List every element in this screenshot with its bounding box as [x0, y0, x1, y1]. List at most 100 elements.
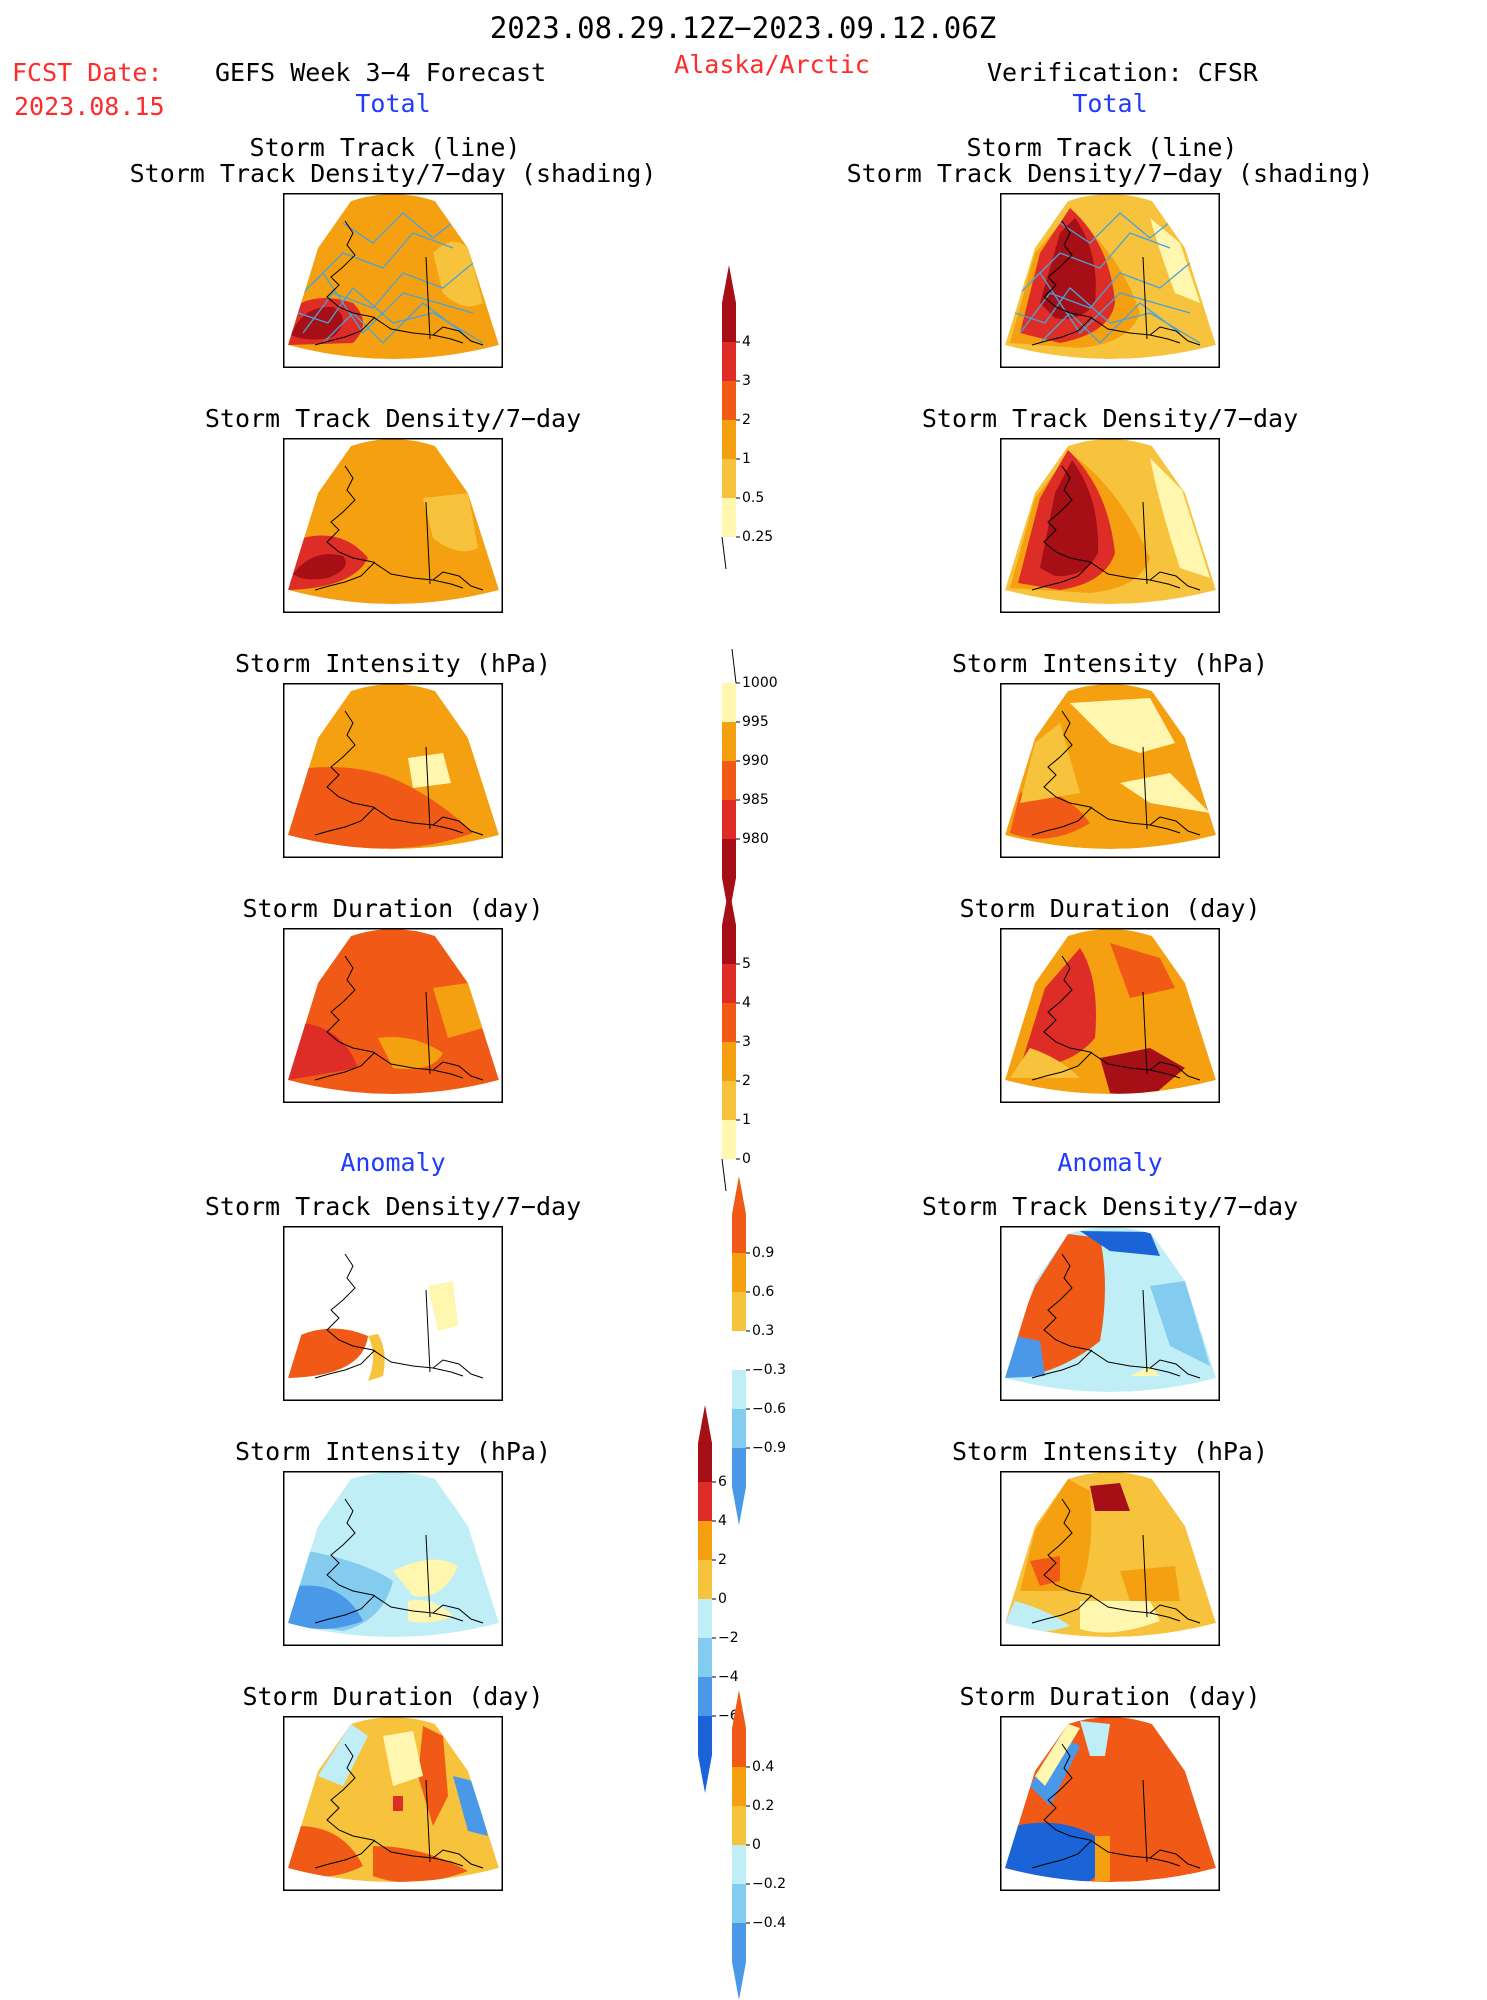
colorbar-segment-2	[722, 761, 736, 800]
colorbar-tick-label: 0.6	[752, 1284, 774, 1300]
forecast-title: GEFS Week 3−4 Forecast	[215, 58, 547, 87]
storm-track-line-2	[312, 232, 454, 284]
colorbar-tick-label: 1	[742, 451, 751, 467]
coastline	[1043, 1743, 1201, 1869]
shading-region-1	[423, 493, 478, 552]
shading-region-2	[433, 983, 483, 1038]
map-frame	[1000, 1716, 1220, 1891]
colorbar-duration-svg: 5 4 3 2 1 0	[721, 887, 751, 1192]
canada-border	[1142, 501, 1148, 585]
canada-border	[425, 1779, 431, 1863]
map-frame	[1000, 1226, 1220, 1401]
colorbar-tick-label: −4	[718, 1669, 739, 1685]
map-panel-left-duration-svg	[283, 928, 503, 1103]
map-panel-left-density	[283, 438, 503, 613]
colorbar-tick-label: 995	[742, 714, 769, 730]
colorbar-tick-label: −0.3	[752, 1362, 786, 1378]
shading-region-5	[1080, 1721, 1110, 1756]
right-intensity-title: Storm Intensity (hPa)	[951, 649, 1269, 678]
canada-border	[1142, 1779, 1148, 1863]
canada-border	[425, 256, 431, 340]
left-anomaly-label: Anomaly	[340, 1148, 446, 1177]
storm-track-line-3	[1039, 302, 1181, 344]
shading-region-1	[288, 767, 473, 849]
colorbar-segment-1	[732, 1767, 746, 1806]
colorbar-tick-label: 0.5	[742, 490, 764, 506]
colorbar-segment-1	[722, 342, 736, 381]
right-duration-anom-title: Storm Duration (day)	[959, 1682, 1261, 1711]
storm-track-line-1	[1014, 287, 1201, 344]
colorbar-tick-label: −0.2	[752, 1876, 786, 1892]
shading-region-4	[1150, 218, 1200, 303]
canada-border	[425, 746, 431, 830]
peninsula	[314, 1839, 376, 1869]
colorbar-segment-5	[732, 1409, 746, 1448]
colorbar-tick-label: 0	[742, 1151, 751, 1167]
canada-border	[1142, 1289, 1148, 1373]
shading-region-1	[1020, 948, 1096, 1068]
map-panel-left-duration-anomaly-svg	[283, 1716, 503, 1891]
map-frame	[1000, 1471, 1220, 1646]
shading-region-3	[393, 1559, 458, 1597]
colorbar-top-arrow	[722, 887, 736, 925]
colorbar-duration-anomaly-svg: 0.4 0.2 0 −0.2 −0.4	[732, 1690, 786, 2000]
map-panel-left-duration	[283, 928, 503, 1103]
shading-region-7	[393, 1796, 403, 1811]
right-density-anom-title: Storm Track Density/7−day	[921, 1192, 1299, 1221]
shading-region-3	[373, 1846, 468, 1882]
coastline	[1043, 710, 1201, 836]
colorbar-top-tail	[731, 648, 737, 684]
map-panel-left-intensity-anomaly	[283, 1471, 503, 1646]
shading-region-3	[1005, 1336, 1045, 1378]
colorbar-segment-6	[732, 1448, 746, 1487]
shading-region-4	[1010, 1048, 1080, 1078]
map-panel-right-track-svg	[1000, 193, 1220, 368]
shading-region-4	[383, 1731, 423, 1786]
colorbar-segment-4	[722, 839, 736, 878]
right-intensity-anom-title: Storm Intensity (hPa)	[951, 1437, 1269, 1466]
coastline	[326, 955, 484, 1081]
shading-region-1	[1070, 698, 1175, 753]
colorbar-segment-5	[732, 1923, 746, 1962]
peninsula	[1031, 1839, 1093, 1869]
canada-border	[1142, 256, 1148, 340]
shading-region-6	[318, 1724, 368, 1786]
colorbar-segment-3	[698, 1560, 712, 1599]
shading-region-2	[1100, 1048, 1185, 1094]
colorbar-tick-label: 5	[742, 956, 751, 972]
date-range-title: 2023.08.29.12Z−2023.09.12.06Z	[489, 11, 997, 45]
shading-region-2	[1080, 1231, 1160, 1256]
fcst-date-value: 2023.08.15	[14, 92, 165, 121]
map-panel-right-density-svg	[1000, 438, 1220, 613]
right-anomaly-label: Anomaly	[1057, 1148, 1163, 1177]
left-track-shading-title: Storm Track Density/7−day (shading)	[129, 159, 657, 188]
map-panel-right-duration-svg	[1000, 928, 1220, 1103]
colorbar-tick-label: 1000	[742, 675, 778, 691]
colorbar-density-anomaly-svg: 0.9 0.6 0.3 −0.3 −0.6 −0.9	[732, 1176, 786, 1525]
left-duration-anom-title: Storm Duration (day)	[242, 1682, 544, 1711]
map-frame	[1000, 193, 1220, 368]
map-panel-left-intensity-svg	[283, 683, 503, 858]
map-frame	[283, 1226, 503, 1401]
map-panel-left-track-svg	[283, 193, 503, 368]
fcst-date-label: FCST Date:	[12, 58, 163, 87]
colorbar-segment-1	[722, 964, 736, 1003]
colorbar-segment-3	[722, 800, 736, 839]
shading-region-5	[453, 1776, 488, 1836]
map-panel-left-duration-anomaly	[283, 1716, 503, 1891]
colorbar-tick-label: 6	[718, 1474, 727, 1490]
coastline	[326, 220, 484, 346]
colorbar-segment-7	[698, 1716, 712, 1755]
colorbar-density-svg: 4 3 2 1 0.5 0.25	[721, 265, 773, 570]
colorbar-intensity: 1000 995 990 985 980	[722, 645, 792, 916]
verification-title: Verification: CFSR	[987, 58, 1258, 87]
peninsula	[314, 1051, 376, 1081]
right-density-title: Storm Track Density/7−day	[921, 404, 1299, 433]
shading-region-3	[293, 554, 346, 580]
colorbar-segment-0	[722, 683, 736, 722]
shading-region-3	[1110, 943, 1175, 998]
colorbar-segment-4	[698, 1599, 712, 1638]
map-panel-left-intensity	[283, 683, 503, 858]
colorbar-segment-3	[722, 420, 736, 459]
colorbar-bottom-arrow	[732, 1487, 746, 1525]
